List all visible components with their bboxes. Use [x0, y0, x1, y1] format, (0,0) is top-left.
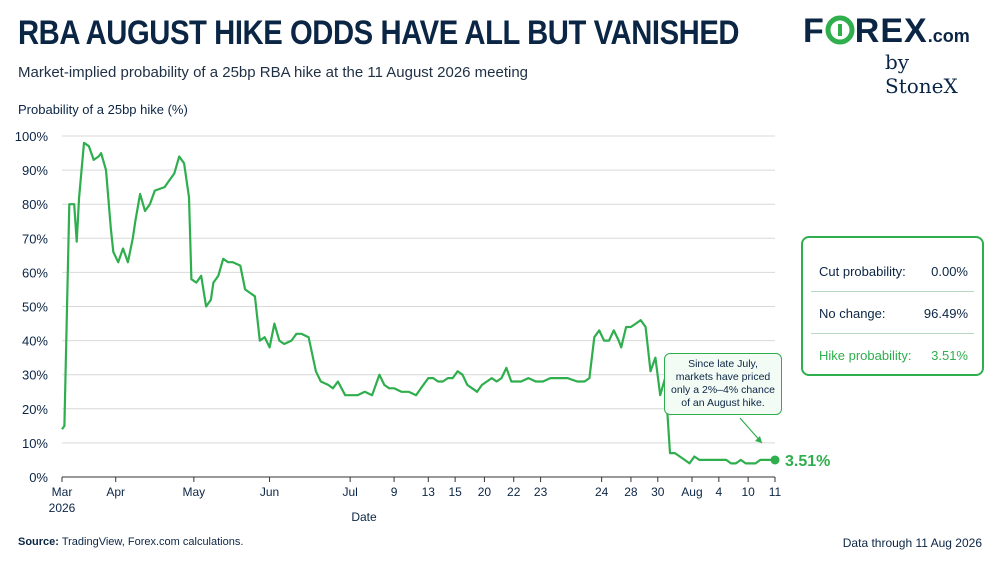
hike-probability-label: Hike probability: [819, 348, 912, 363]
x-axis-ticks: Mar 2026 Apr May Jun Jul 9 13 15 20 22 23 24 28 30 Aug 4… [49, 476, 782, 515]
chart-annotations [739, 417, 763, 444]
logo-o-icon [825, 15, 855, 45]
x-tick-label: 20 [478, 485, 492, 499]
y-tick-label: 10% [22, 436, 48, 451]
x-tick-label: 10 [741, 485, 755, 499]
probability-line [61, 141, 775, 465]
source-label: Source: [18, 536, 59, 548]
chart-series: 3.51% [61, 141, 830, 470]
y-tick-label: 70% [22, 231, 48, 246]
cut-probability-label: Cut probability: [819, 264, 906, 279]
y-tick-label: 100% [15, 129, 49, 144]
x-tick-label: Jun [260, 485, 279, 499]
chart-grid [62, 135, 775, 444]
x-tick-label: 23 [534, 485, 548, 499]
x-tick-label: 24 [595, 485, 609, 499]
probability-panel: Cut probability: 0.00% No change: 96.49%… [801, 236, 984, 376]
end-point [770, 455, 780, 465]
callout-arrowhead-icon [755, 436, 762, 443]
logo-by-stonex: by StoneX [885, 50, 958, 98]
x-tick-label: Apr [106, 485, 125, 499]
hike-probability-row: Hike probability: 3.51% [819, 348, 968, 370]
y-tick-label: 80% [22, 197, 48, 212]
panel-divider [811, 333, 974, 334]
no-change-value: 96.49% [923, 306, 968, 321]
no-change-label: No change: [819, 306, 886, 321]
logo-brand: F REX.com [803, 12, 970, 51]
logo-brand-prefix: F [803, 12, 825, 50]
y-axis-label: Probability of a 25bp hike (%) [18, 102, 188, 117]
no-change-row: No change: 96.49% [819, 306, 968, 328]
y-tick-label: 60% [22, 265, 48, 280]
x-tick-label: 22 [507, 485, 521, 499]
y-axis-ticks: 0% 10% 20% 30% 40% 50% 60% 70% 80% 90% 100% [15, 129, 49, 485]
annotation-callout: Since late July, markets have priced onl… [664, 353, 782, 415]
x-tick-label: Mar [52, 485, 73, 499]
y-tick-label: 40% [22, 334, 48, 349]
x-tick-label: 13 [422, 485, 436, 499]
y-tick-label: 30% [22, 368, 48, 383]
y-tick-label: 20% [22, 402, 48, 417]
logo-domain: .com [927, 26, 970, 46]
page-subtitle: Market-implied probability of a 25bp RBA… [18, 64, 529, 81]
x-tick-label: Aug [681, 485, 702, 499]
y-tick-label: 0% [29, 470, 48, 485]
panel-divider [811, 291, 974, 292]
x-tick-label: 4 [715, 485, 722, 499]
x-tick-label: Jul [342, 485, 357, 499]
x-tick-label: 30 [651, 485, 665, 499]
x-tick-label: 15 [448, 485, 462, 499]
x-tick-sublabel: 2026 [49, 501, 76, 515]
cut-probability-row: Cut probability: 0.00% [819, 264, 968, 286]
x-tick-label: 9 [391, 485, 398, 499]
y-tick-label: 90% [22, 163, 48, 178]
hike-probability-value: 3.51% [931, 348, 968, 363]
x-tick-label: May [183, 485, 206, 499]
cut-probability-value: 0.00% [931, 264, 968, 279]
source-text: TradingView, Forex.com calculations. [61, 536, 244, 548]
end-value-label: 3.51% [785, 453, 830, 470]
logo-brand-suffix: REX [854, 12, 928, 50]
x-tick-label: 11 [769, 485, 782, 499]
data-through-note: Data through 11 Aug 2026 [842, 536, 982, 550]
x-tick-label: 28 [624, 485, 638, 499]
y-tick-label: 50% [22, 300, 48, 315]
x-axis-label: Date [351, 510, 377, 524]
forex-logo: F REX.com by StoneX [803, 12, 985, 98]
source-note: Source: TradingView, Forex.com calculati… [18, 536, 243, 548]
page-title: RBA AUGUST HIKE ODDS HAVE ALL BUT VANISH… [18, 14, 740, 52]
